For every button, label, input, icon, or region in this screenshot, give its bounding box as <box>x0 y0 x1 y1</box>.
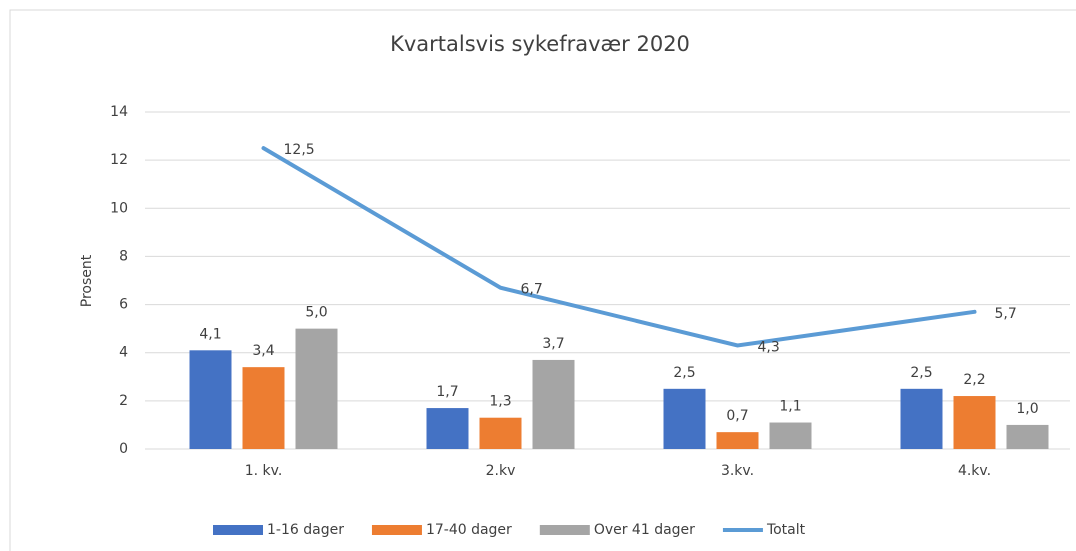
data-label: 4,3 <box>758 339 780 355</box>
data-label: 3,4 <box>252 343 274 359</box>
bar <box>426 408 469 449</box>
data-label: 12,5 <box>284 142 315 158</box>
data-label: 1,1 <box>779 399 801 415</box>
legend-swatch <box>213 525 263 535</box>
y-tick-label: 12 <box>110 152 128 168</box>
line <box>261 146 977 348</box>
x-tick-label: 2.kv <box>486 463 516 479</box>
legend-label: Over 41 dager <box>594 522 695 538</box>
y-tick-label: 4 <box>119 345 128 361</box>
bar <box>716 432 759 449</box>
y-axis-label: Prosent <box>79 254 95 307</box>
legend-label: 17-40 dager <box>426 522 512 538</box>
y-tick-label: 8 <box>119 248 128 264</box>
data-label: 5,0 <box>305 305 327 321</box>
bar <box>532 359 575 449</box>
legend-label: Totalt <box>766 522 806 538</box>
bar <box>189 350 232 449</box>
y-tick-label: 0 <box>119 441 128 457</box>
data-label: 6,7 <box>521 282 543 298</box>
data-label: 2,2 <box>963 372 985 388</box>
data-label: 5,7 <box>995 306 1017 322</box>
bar <box>900 388 943 449</box>
legend-swatch <box>371 525 422 535</box>
legend-label: 1-16 dager <box>267 522 344 538</box>
y-tick-label: 10 <box>110 200 128 216</box>
data-label: 2,5 <box>673 365 695 381</box>
x-tick-label: 4.kv. <box>958 463 991 479</box>
y-tick-label: 14 <box>110 104 128 120</box>
chart-frame <box>9 9 1076 551</box>
data-label: 3,7 <box>542 336 564 352</box>
bar <box>295 328 338 449</box>
data-label: 2,5 <box>910 365 932 381</box>
bar <box>663 388 706 449</box>
bar <box>1006 424 1049 449</box>
x-tick-label: 3.kv. <box>721 463 754 479</box>
y-tick-label: 6 <box>119 297 128 313</box>
legend-swatch <box>539 525 590 535</box>
bar <box>242 367 285 449</box>
chart-title: Kvartalsvis sykefravær 2020 <box>390 32 690 56</box>
bar <box>953 396 996 449</box>
data-label: 0,7 <box>726 408 748 424</box>
data-label: 1,7 <box>436 384 458 400</box>
y-tick-label: 2 <box>119 393 128 409</box>
data-label: 1,3 <box>489 394 511 410</box>
x-tick-label: 1. kv. <box>245 463 283 479</box>
bar <box>479 417 522 449</box>
data-label: 4,1 <box>199 326 221 342</box>
bar <box>769 422 812 449</box>
data-label: 1,0 <box>1016 401 1038 417</box>
